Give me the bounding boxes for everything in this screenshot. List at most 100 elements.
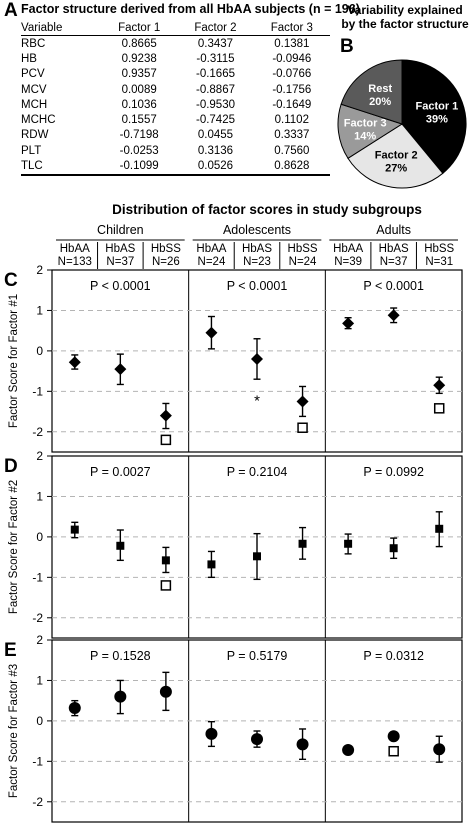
mean-marker-circle	[68, 701, 81, 714]
table-cell-variable: HB	[21, 52, 37, 65]
mean-marker-square	[298, 539, 307, 548]
table-cell-loading: -0.7198	[119, 129, 159, 142]
table-cell-loading: 0.0526	[177, 158, 254, 176]
mean-marker-circle	[114, 690, 127, 703]
table-cell-loading: 0.3337	[274, 129, 310, 142]
subgroup-label: HbSS	[288, 243, 318, 255]
pie-title: Variability explained by the factor stru…	[338, 3, 472, 31]
table-row: MCV 0.0089 -0.8867 -0.1756	[21, 82, 330, 97]
p-value: P = 0.0992	[363, 465, 424, 479]
table-cell-loading: 0.8665	[121, 37, 157, 50]
panel-b-letter: B	[340, 36, 354, 57]
table-cell-loading: -0.3115	[196, 52, 235, 65]
subgroup-label: HbAS	[105, 243, 135, 255]
y-tick-label: 0	[36, 530, 43, 544]
y-axis-label: Factor Score for Factor #3	[8, 664, 20, 798]
mean-marker-circle	[159, 685, 172, 698]
table-row: RDW -0.7198 0.0455 0.3337	[21, 128, 330, 143]
mean-marker-square	[116, 541, 125, 550]
subgroup-n: N=37	[106, 256, 134, 268]
p-value: P = 0.0027	[90, 465, 151, 479]
y-tick-label: 2	[36, 449, 43, 463]
panel-frame	[51, 455, 463, 639]
table-cell-loading: -0.0946	[272, 52, 312, 65]
p-value: P = 0.0312	[363, 649, 424, 663]
factor-table: Variable Factor 1 Factor 2 Factor 3 RBC 0…	[21, 21, 330, 176]
p-value: P < 0.0001	[363, 279, 424, 293]
panel-a-letter: A	[4, 0, 18, 21]
y-tick-label: -1	[32, 384, 43, 398]
table-cell-variable: PLT	[21, 144, 42, 157]
pie-label: Factor 2	[375, 150, 418, 162]
table-cell-loading: 0.1102	[274, 114, 309, 127]
y-axis-label: Factor Score for Factor #1	[8, 294, 20, 428]
mean-marker-diamond	[296, 395, 309, 408]
distribution-title: Distribution of factor scores in study s…	[112, 202, 422, 217]
y-tick-label: 0	[36, 714, 43, 728]
mean-marker-square	[344, 539, 353, 548]
table-cell-variable: MCV	[21, 83, 47, 96]
table-cell-loading: 0.0089	[121, 83, 157, 96]
header-factor-3: Factor 3	[253, 21, 330, 36]
y-tick-label: 1	[36, 303, 43, 317]
table-header-row: Variable Factor 1 Factor 2 Factor 3	[21, 21, 330, 36]
subgroup-label: HbSS	[151, 243, 181, 255]
open-square-marker	[388, 745, 399, 757]
group-label: Children	[97, 223, 144, 237]
p-value: P = 0.2104	[227, 465, 288, 479]
table-title: Factor structure derived from all HbAA s…	[21, 2, 360, 16]
subgroup-label: HbAS	[379, 243, 409, 255]
mean-marker-square	[161, 556, 170, 565]
subgroup-n: N=26	[152, 256, 180, 268]
table-row: HB 0.9238 -0.3115 -0.0946	[21, 51, 330, 66]
mean-marker-circle	[296, 738, 309, 751]
table-cell-loading: 0.9238	[121, 52, 157, 65]
table-cell-loading: -0.1649	[272, 98, 312, 111]
pie-label: Factor 1	[416, 100, 459, 112]
mean-marker-square	[389, 544, 398, 553]
p-value: P < 0.0001	[90, 279, 151, 293]
y-tick-label: 1	[36, 489, 43, 503]
subgroup-n: N=24	[198, 256, 226, 268]
subgroup-n: N=133	[58, 256, 92, 268]
table-row: PLT -0.0253 0.3136 0.7560	[21, 143, 330, 158]
y-tick-label: -2	[32, 425, 43, 439]
subgroup-n: N=23	[243, 256, 271, 268]
open-square-marker	[297, 422, 308, 433]
mean-marker-circle	[251, 733, 263, 746]
mean-marker-diamond	[433, 379, 446, 392]
panel-e-letter: E	[4, 640, 17, 661]
y-tick-label: -1	[32, 754, 43, 768]
table-cell-loading: -0.9530	[195, 98, 235, 111]
table-row: PCV 0.9357 -0.1665 -0.0766	[21, 67, 330, 82]
header-factor-1: Factor 1	[101, 21, 178, 36]
subgroup-label: HbAA	[196, 243, 226, 255]
pie-slice-rest	[340, 59, 403, 125]
y-tick-label: 2	[36, 263, 43, 277]
header-variable: Variable	[21, 21, 101, 36]
open-square-marker	[160, 434, 172, 446]
mean-marker-diamond	[159, 409, 172, 422]
mean-marker-circle	[342, 744, 355, 757]
panel-c-letter: C	[4, 270, 18, 291]
table-cell-loading: 0.3437	[197, 37, 234, 50]
mean-marker-square	[70, 525, 79, 534]
distribution-chart: ChildrenHbAAN=133HbASN=37HbSSN=26Adolesc…	[4, 223, 463, 823]
table-cell-loading: 0.7560	[274, 144, 310, 157]
pie-percent: 14%	[354, 131, 376, 143]
y-tick-label: 1	[36, 673, 43, 687]
header-factor-2: Factor 2	[177, 21, 254, 36]
subgroup-label: HbAA	[60, 243, 90, 255]
mean-marker-circle	[205, 727, 218, 740]
mean-marker-diamond	[114, 363, 127, 376]
mean-marker-circle	[433, 743, 446, 756]
table-cell-loading: 0.1557	[121, 114, 157, 127]
mean-marker-square	[253, 552, 261, 561]
group-label: Adolescents	[223, 223, 291, 237]
table-cell-loading: -0.1099	[101, 158, 178, 176]
open-square-marker	[160, 580, 172, 591]
factor-table-wrapper: Variable Factor 1 Factor 2 Factor 3 RBC 0…	[21, 21, 330, 176]
table-cell-loading: -0.1665	[195, 68, 235, 81]
pie-title-line-1: Variability explained	[347, 3, 463, 17]
